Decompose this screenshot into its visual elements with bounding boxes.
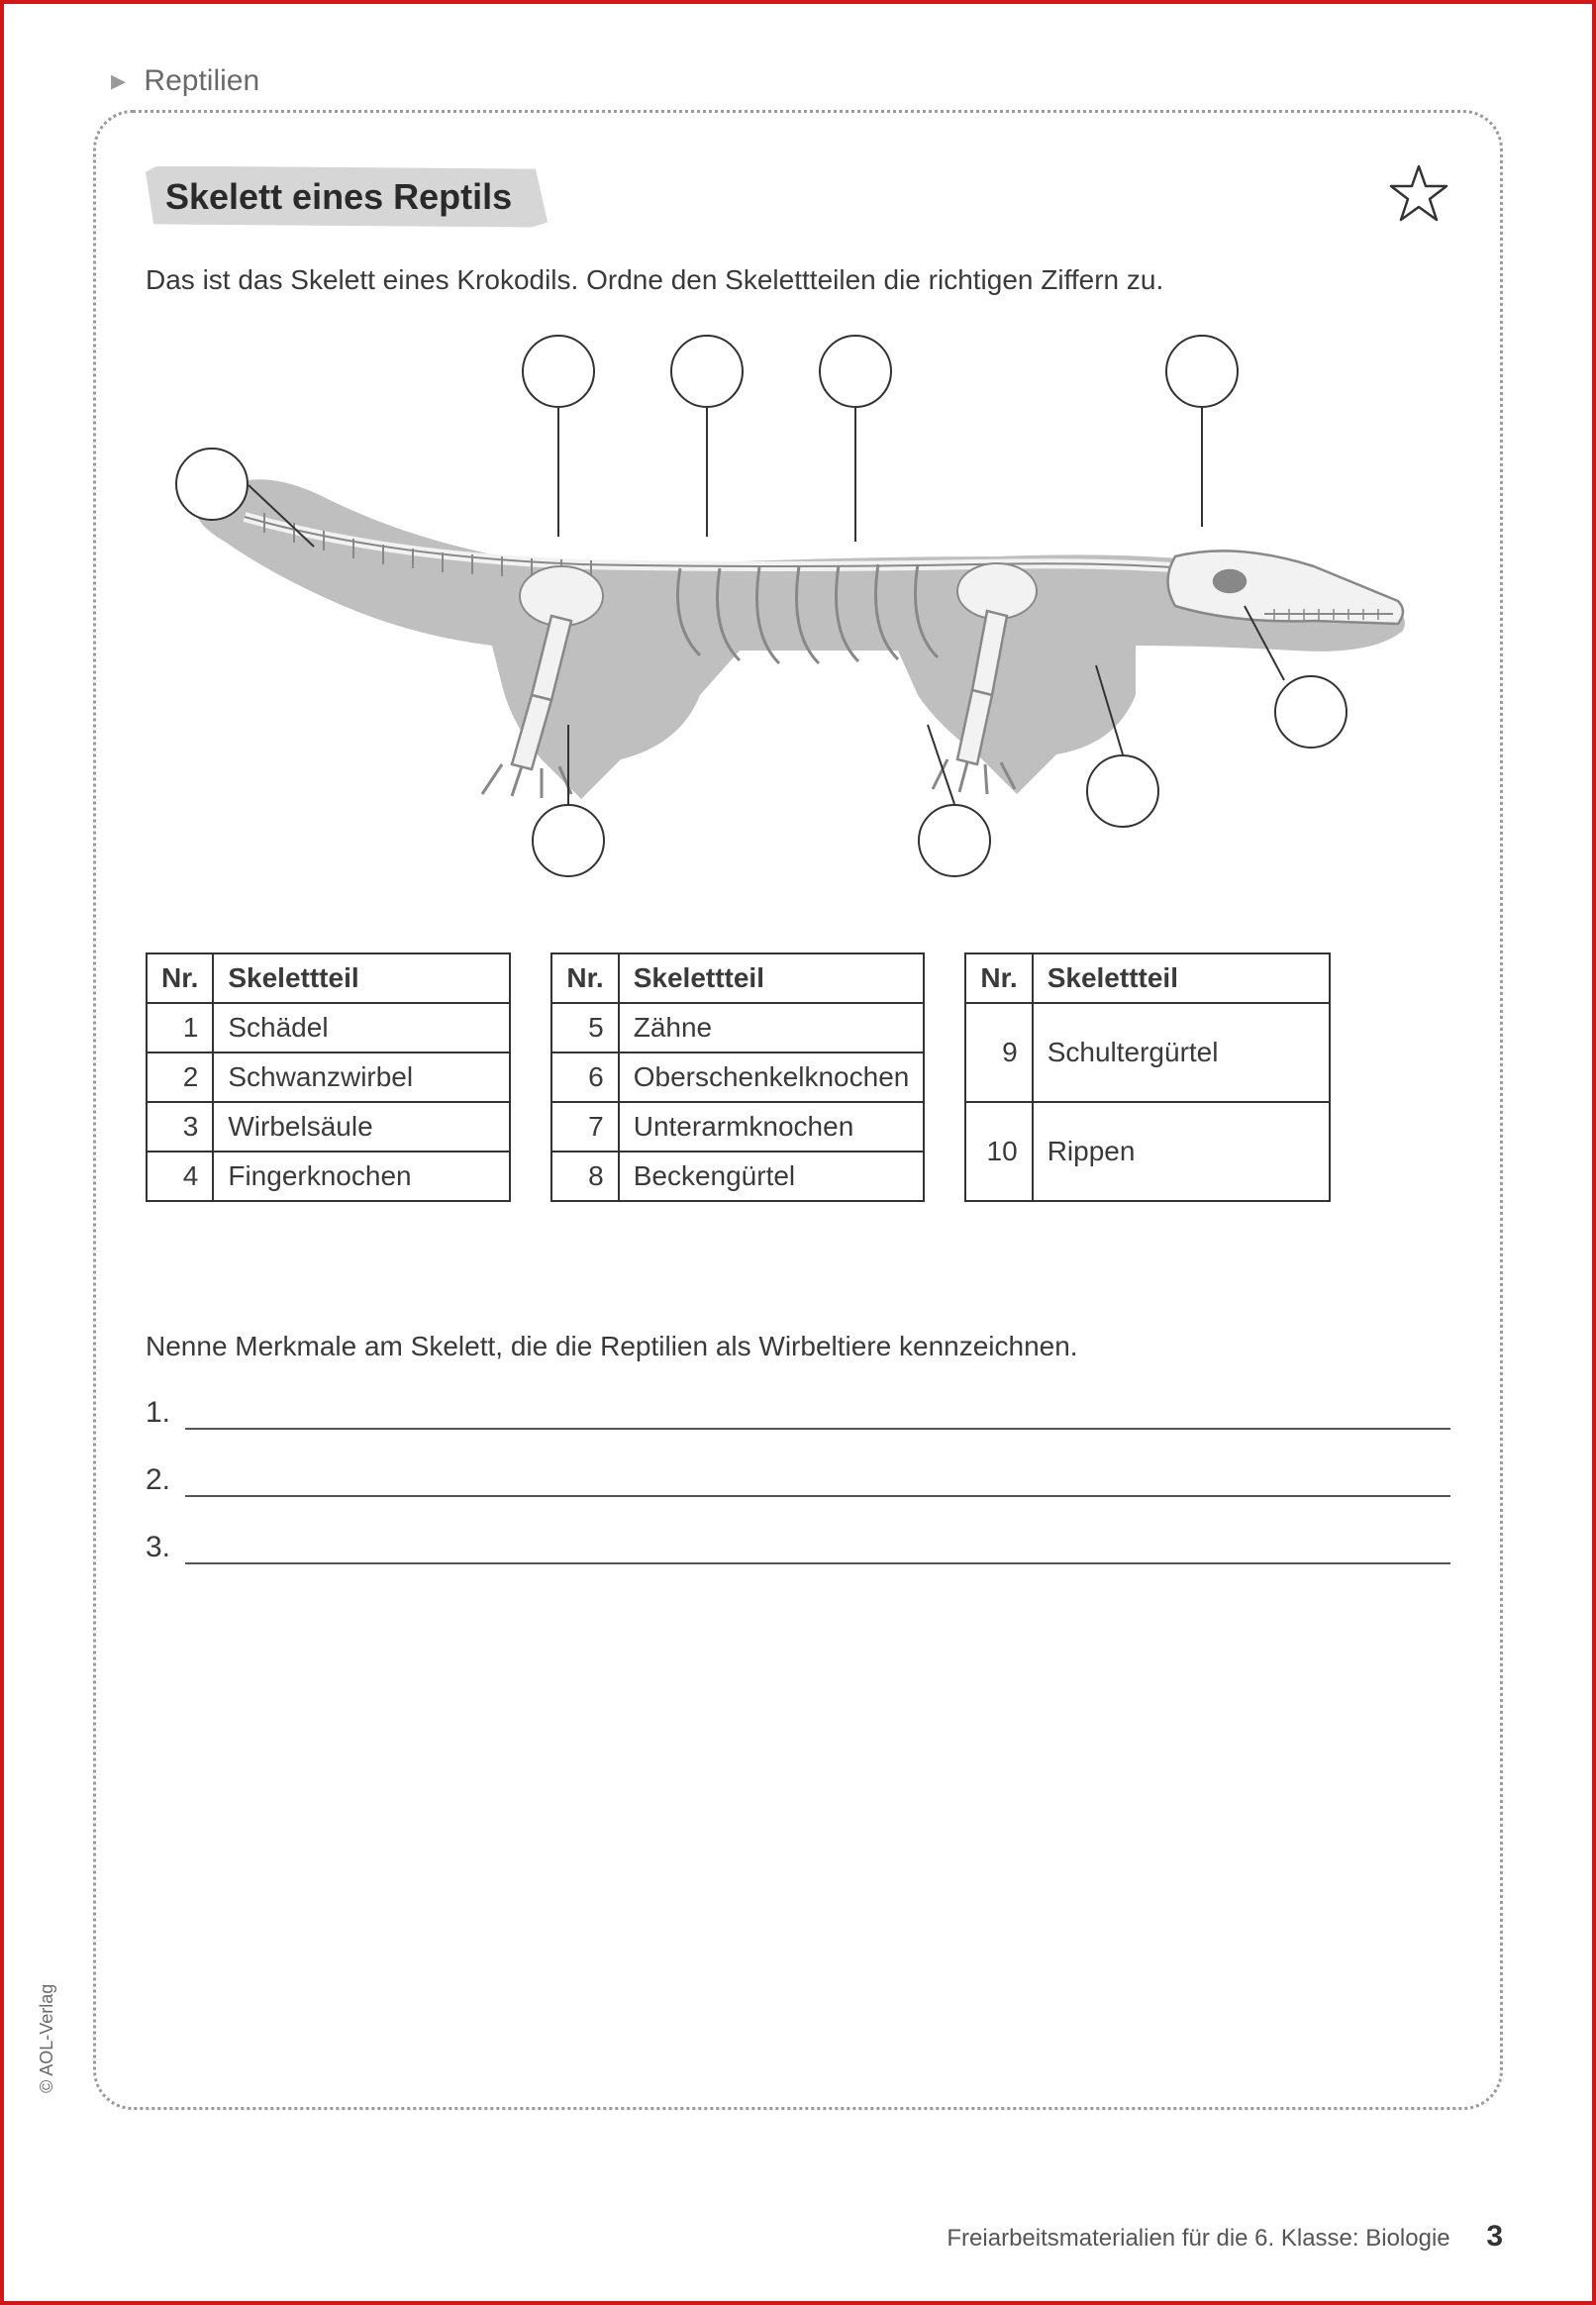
table-row: 5Zähne xyxy=(551,1003,924,1052)
label-circle[interactable] xyxy=(1086,754,1159,828)
table-row: 4Fingerknochen xyxy=(147,1152,510,1201)
table-row: 8Beckengürtel xyxy=(551,1152,924,1201)
col-header-nr: Nr. xyxy=(551,953,618,1003)
label-circle[interactable] xyxy=(1274,675,1347,749)
breadcrumb-label: Reptilien xyxy=(144,64,259,97)
part-number: 5 xyxy=(551,1003,618,1052)
breadcrumb: ▸ Reptilien xyxy=(111,63,1503,98)
part-number: 9 xyxy=(965,1003,1032,1102)
part-number: 8 xyxy=(551,1152,618,1201)
part-name: Wirbelsäule xyxy=(213,1102,510,1152)
answer-blank[interactable] xyxy=(185,1467,1450,1497)
skeleton-diagram xyxy=(146,329,1450,883)
part-number: 3 xyxy=(147,1102,213,1152)
breadcrumb-arrow-icon: ▸ xyxy=(111,64,126,97)
table-row: 1Schädel xyxy=(147,1003,510,1052)
answer-blank[interactable] xyxy=(185,1400,1450,1430)
page-number: 3 xyxy=(1486,2220,1503,2253)
part-name: Schädel xyxy=(213,1003,510,1052)
answer-number: 1. xyxy=(146,1396,179,1430)
leader-line xyxy=(928,725,954,804)
table-row: 9Schultergürtel xyxy=(965,1003,1329,1102)
table-row: 3Wirbelsäule xyxy=(147,1102,510,1152)
answer-number: 3. xyxy=(146,1531,179,1564)
part-name: Beckengürtel xyxy=(619,1152,925,1201)
leader-line xyxy=(1096,665,1123,754)
instruction-text: Das ist das Skelett eines Krokodils. Ord… xyxy=(146,260,1450,299)
answer-number: 2. xyxy=(146,1463,179,1497)
parts-table-1: Nr. Skelettteil 1Schädel2Schwanzwirbel3W… xyxy=(146,952,511,1202)
worksheet-page: ▸ Reptilien Skelett eines Reptils Das is… xyxy=(0,0,1596,2305)
skeleton-parts-tables: Nr. Skelettteil 1Schädel2Schwanzwirbel3W… xyxy=(146,952,1450,1202)
table-row: 6Oberschenkelknochen xyxy=(551,1052,924,1102)
col-header-nr: Nr. xyxy=(147,953,213,1003)
parts-table-2: Nr. Skelettteil 5Zähne6Oberschenkelknoch… xyxy=(550,952,925,1202)
part-number: 6 xyxy=(551,1052,618,1102)
part-number: 4 xyxy=(147,1152,213,1201)
leader-lines xyxy=(146,329,1450,883)
label-circle[interactable] xyxy=(670,335,744,408)
part-name: Zähne xyxy=(619,1003,925,1052)
leader-line xyxy=(1245,606,1284,680)
question-text: Nenne Merkmale am Skelett, die die Repti… xyxy=(146,1331,1450,1362)
label-circle[interactable] xyxy=(522,335,595,408)
part-name: Rippen xyxy=(1033,1102,1330,1201)
answer-line[interactable]: 3. xyxy=(146,1531,1450,1564)
label-circle[interactable] xyxy=(532,804,605,877)
part-number: 10 xyxy=(965,1102,1032,1201)
col-header-part: Skelettteil xyxy=(213,953,510,1003)
label-circle[interactable] xyxy=(175,448,249,521)
page-footer: Freiarbeitsmaterialien für die 6. Klasse… xyxy=(947,2220,1503,2254)
part-number: 2 xyxy=(147,1052,213,1102)
col-header-part: Skelettteil xyxy=(1033,953,1330,1003)
page-title: Skelett eines Reptils xyxy=(146,166,548,228)
label-circle[interactable] xyxy=(918,804,991,877)
col-header-part: Skelettteil xyxy=(619,953,925,1003)
part-name: Oberschenkelknochen xyxy=(619,1052,925,1102)
answer-line[interactable]: 2. xyxy=(146,1463,1450,1497)
table-row: 10Rippen xyxy=(965,1102,1329,1201)
title-row: Skelett eines Reptils xyxy=(146,162,1450,231)
part-number: 7 xyxy=(551,1102,618,1152)
part-name: Schwanzwirbel xyxy=(213,1052,510,1102)
answer-line[interactable]: 1. xyxy=(146,1396,1450,1430)
col-header-nr: Nr. xyxy=(965,953,1032,1003)
star-icon xyxy=(1387,162,1450,231)
parts-table-3: Nr. Skelettteil 9Schultergürtel10Rippen xyxy=(964,952,1330,1202)
label-circle[interactable] xyxy=(819,335,892,408)
part-name: Fingerknochen xyxy=(213,1152,510,1201)
content-frame: Skelett eines Reptils Das ist das Skelet… xyxy=(93,110,1503,2110)
copyright-text: © AOL-Verlag xyxy=(37,1984,57,2093)
part-name: Schultergürtel xyxy=(1033,1003,1330,1102)
table-row: 7Unterarmknochen xyxy=(551,1102,924,1152)
leader-line xyxy=(249,485,314,547)
table-row: 2Schwanzwirbel xyxy=(147,1052,510,1102)
answer-blank[interactable] xyxy=(185,1535,1450,1564)
footer-text: Freiarbeitsmaterialien für die 6. Klasse… xyxy=(947,2225,1449,2252)
part-name: Unterarmknochen xyxy=(619,1102,925,1152)
label-circle[interactable] xyxy=(1165,335,1239,408)
part-number: 1 xyxy=(147,1003,213,1052)
